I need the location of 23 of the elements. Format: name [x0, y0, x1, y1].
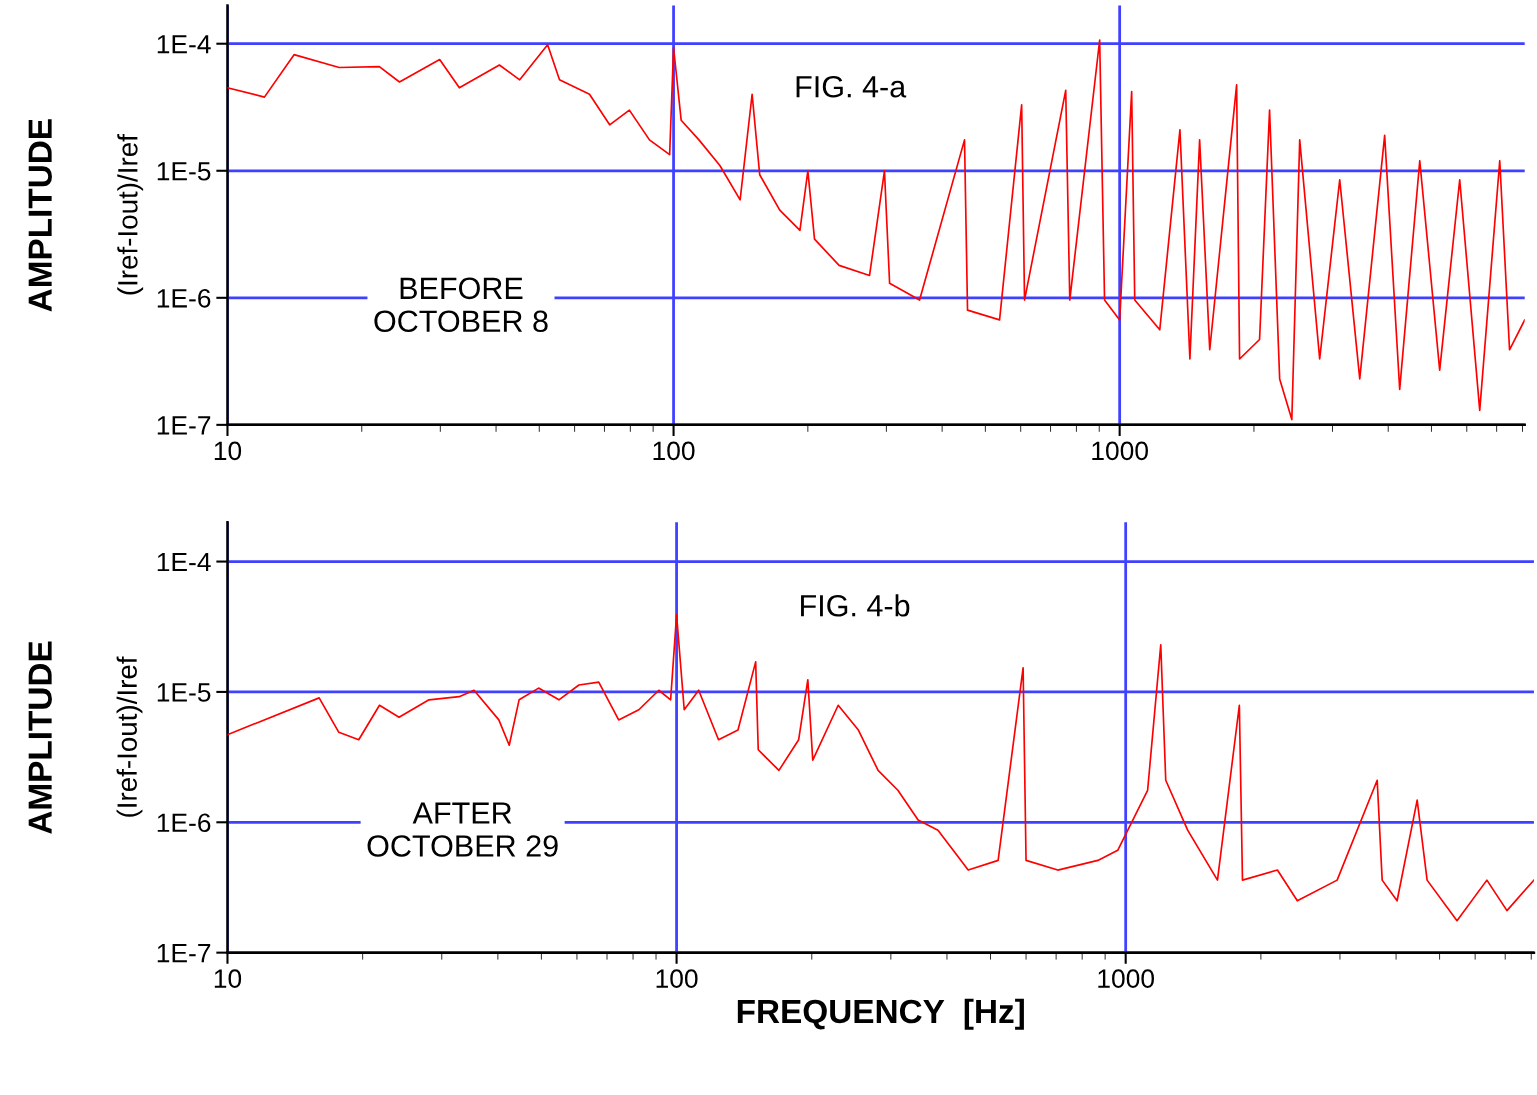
x-tick-label: 1000	[1092, 441, 1148, 461]
annotation: BEFORE OCTOBER 8	[374, 277, 548, 333]
x-tick-label: 10	[214, 969, 242, 989]
y-tick-label: 1E-6	[157, 288, 211, 308]
annotation: AFTER OCTOBER 29	[367, 802, 558, 857]
y-tick-label: 1E-4	[157, 552, 211, 572]
text: (Iref-Iout)/Iref	[117, 134, 144, 295]
y-tick-label: 1E-7	[157, 416, 211, 435]
y-tick-label: 1E-6	[157, 813, 211, 833]
x-tick-label: 1000	[1098, 969, 1155, 989]
y-axis-title: AMPLITUDE	[28, 119, 52, 312]
annotation: FIG. 4-b	[801, 594, 910, 617]
y-tick-label: 1E-4	[157, 35, 211, 54]
x-tick-label: 100	[656, 969, 698, 989]
y-tick-label: 1E-5	[157, 162, 211, 181]
x-axis-title: FREQUENCY [Hz]	[737, 998, 1024, 1030]
y-tick-label: 1E-5	[157, 683, 211, 702]
y-tick-label: 1E-7	[157, 944, 211, 963]
x-tick-label: 10	[214, 441, 242, 461]
annotation: FIG. 4-a	[796, 75, 907, 98]
text: (Iref-Iout)/Iref	[116, 656, 143, 817]
x-tick-label: 100	[653, 441, 695, 461]
y-axis-title: AMPLITUDE	[28, 641, 52, 834]
